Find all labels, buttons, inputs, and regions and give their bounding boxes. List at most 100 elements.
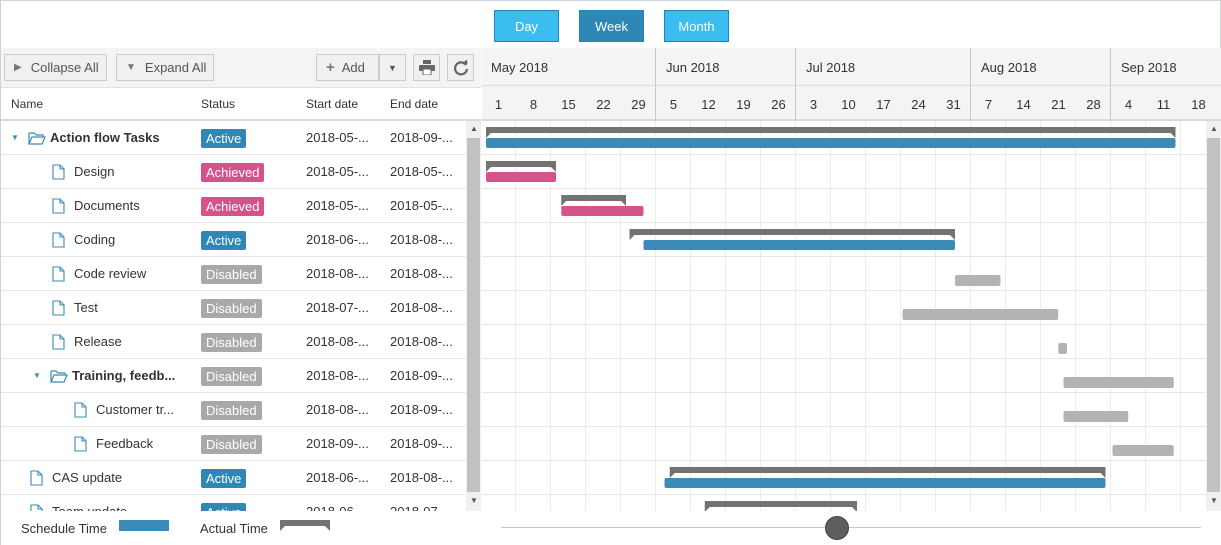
column-name-header[interactable]: Name bbox=[11, 97, 44, 111]
month-divider bbox=[1110, 48, 1111, 121]
scroll-up-arrow-icon[interactable]: ▲ bbox=[1210, 124, 1218, 133]
actual-bar-right-cap bbox=[551, 167, 556, 172]
task-name: Code review bbox=[74, 266, 147, 281]
collapse-all-label: Collapse All bbox=[30, 60, 99, 75]
expand-all-button[interactable]: ▼ Expand All bbox=[116, 54, 214, 81]
month-label: Jul 2018 bbox=[806, 60, 856, 75]
task-name: Team update bbox=[52, 504, 196, 511]
week-day-label: 24 bbox=[911, 97, 926, 112]
document-icon bbox=[74, 402, 87, 418]
caret-right-icon: ▶ bbox=[14, 62, 22, 73]
task-row[interactable]: Coding Active 2018-06-... 2018-08-... bbox=[1, 223, 466, 257]
task-row[interactable]: CAS update Active 2018-06-... 2018-08-... bbox=[1, 461, 466, 495]
week-day-label: 11 bbox=[1156, 97, 1171, 112]
document-icon bbox=[52, 334, 65, 350]
actual-bar-left-cap bbox=[629, 235, 635, 240]
document-icon bbox=[52, 164, 65, 180]
expand-toggle-icon[interactable]: ▼ bbox=[11, 133, 19, 142]
week-day-label: 21 bbox=[1051, 97, 1066, 112]
folder-open-icon bbox=[28, 132, 46, 145]
add-dropdown-button[interactable]: ▼ bbox=[379, 54, 406, 81]
document-icon bbox=[52, 300, 65, 316]
start-date: 2018-05-... bbox=[306, 164, 369, 179]
scrollbar-thumb[interactable] bbox=[1207, 138, 1220, 492]
status-badge: Active bbox=[201, 469, 247, 488]
task-row[interactable]: Design Achieved 2018-05-... 2018-05-... bbox=[1, 155, 466, 189]
status-badge: Disabled bbox=[201, 401, 262, 420]
refresh-button[interactable] bbox=[447, 54, 474, 81]
task-row[interactable]: Test Disabled 2018-07-... 2018-08-... bbox=[1, 291, 466, 325]
week-day-label: 28 bbox=[1086, 97, 1101, 112]
task-row[interactable]: Team update Active 2018-06-... 2018-07-... bbox=[1, 495, 466, 511]
status-badge: Disabled bbox=[201, 367, 262, 386]
task-row[interactable]: ▼ Action flow Tasks Active 2018-05-... 2018-… bbox=[1, 121, 466, 155]
task-name: Action flow Tasks bbox=[50, 130, 160, 145]
month-view-button[interactable]: Month bbox=[664, 10, 729, 42]
collapse-all-button[interactable]: ▶ Collapse All bbox=[4, 54, 107, 81]
month-divider bbox=[795, 48, 796, 121]
document-icon bbox=[30, 504, 43, 511]
week-day-label: 4 bbox=[1124, 97, 1133, 112]
scroll-down-arrow-icon[interactable]: ▼ bbox=[1210, 496, 1218, 505]
start-date: 2018-09-... bbox=[306, 436, 369, 451]
task-row[interactable]: Release Disabled 2018-08-... 2018-08-... bbox=[1, 325, 466, 359]
start-date: 2018-05-... bbox=[306, 198, 369, 213]
scroll-up-arrow-icon[interactable]: ▲ bbox=[470, 124, 478, 133]
task-name: Test bbox=[74, 300, 98, 315]
schedule-time-bar bbox=[1058, 343, 1067, 354]
actual-bar-right-cap bbox=[950, 235, 955, 240]
task-row[interactable]: Code review Disabled 2018-08-... 2018-08-..… bbox=[1, 257, 466, 291]
document-icon bbox=[74, 436, 87, 452]
task-row[interactable]: ▼ Training, feedb... Disabled 2018-08-... 20… bbox=[1, 359, 466, 393]
scroll-down-arrow-icon[interactable]: ▼ bbox=[470, 496, 478, 505]
header-divider bbox=[482, 85, 1221, 86]
end-date: 2018-05-... bbox=[390, 198, 453, 213]
caret-down-icon: ▼ bbox=[126, 62, 136, 73]
actual-bar-left-cap bbox=[486, 133, 491, 138]
gantt-bars bbox=[482, 121, 1206, 511]
zoom-slider-track[interactable] bbox=[501, 527, 1201, 528]
actual-bar-right-cap bbox=[1100, 473, 1106, 478]
column-start-header[interactable]: Start date bbox=[306, 97, 359, 111]
start-date: 2018-06-... bbox=[306, 232, 369, 247]
footer: Schedule Time Actual Time bbox=[1, 511, 1221, 545]
document-icon bbox=[52, 266, 65, 282]
zoom-slider-handle[interactable] bbox=[825, 516, 849, 540]
end-date: 2018-09-... bbox=[390, 130, 453, 145]
week-view-button[interactable]: Week bbox=[579, 10, 644, 42]
actual-time-bar bbox=[486, 127, 1176, 133]
schedule-time-bar bbox=[486, 138, 1176, 148]
week-day-label: 22 bbox=[596, 97, 611, 112]
schedule-time-bar bbox=[902, 309, 1059, 320]
week-day-label: 19 bbox=[736, 97, 751, 112]
task-row[interactable]: Documents Achieved 2018-05-... 2018-05-... bbox=[1, 189, 466, 223]
day-view-button[interactable]: Day bbox=[494, 10, 559, 42]
schedule-time-bar bbox=[643, 240, 955, 250]
grid-vertical-scrollbar[interactable]: ▲ ▼ bbox=[466, 121, 481, 511]
column-end-header[interactable]: End date bbox=[390, 97, 439, 111]
schedule-time-bar bbox=[486, 172, 556, 182]
scrollbar-thumb[interactable] bbox=[467, 138, 480, 492]
gantt-chart-area bbox=[482, 121, 1206, 511]
week-day-label: 7 bbox=[984, 97, 993, 112]
end-date: 2018-05-... bbox=[390, 164, 453, 179]
end-date: 2018-09-... bbox=[390, 436, 453, 451]
week-day-label: 12 bbox=[701, 97, 716, 112]
refresh-icon bbox=[453, 59, 468, 75]
chart-vertical-scrollbar[interactable]: ▲ ▼ bbox=[1206, 121, 1221, 511]
schedule-time-bar bbox=[1112, 445, 1174, 456]
print-button[interactable] bbox=[413, 54, 440, 81]
schedule-time-bar bbox=[1063, 411, 1129, 422]
column-status-header[interactable]: Status bbox=[201, 97, 236, 111]
start-date: 2018-08-... bbox=[306, 402, 369, 417]
task-row[interactable]: Customer tr... Disabled 2018-08-... 2018-09… bbox=[1, 393, 466, 427]
actual-bar-right-cap bbox=[1170, 133, 1176, 138]
end-date: 2018-09-... bbox=[390, 402, 453, 417]
end-date: 2018-08-... bbox=[390, 470, 453, 485]
expand-toggle-icon[interactable]: ▼ bbox=[33, 371, 41, 380]
add-button[interactable]: + Add bbox=[316, 54, 379, 81]
actual-time-bar bbox=[629, 229, 955, 235]
week-day-label: 3 bbox=[809, 97, 818, 112]
status-badge: Disabled bbox=[201, 333, 262, 352]
task-row[interactable]: Feedback Disabled 2018-09-... 2018-09-... bbox=[1, 427, 466, 461]
